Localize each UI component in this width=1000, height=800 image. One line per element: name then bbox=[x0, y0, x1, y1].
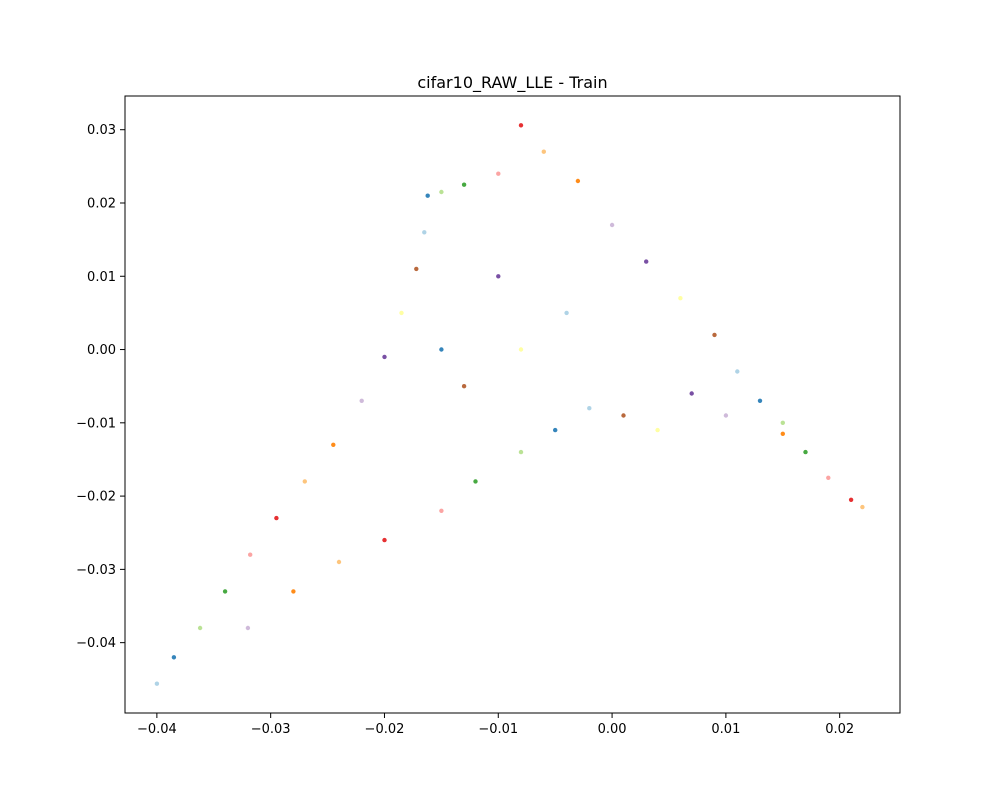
scatter-point bbox=[425, 193, 430, 198]
scatter-point bbox=[541, 149, 546, 154]
scatter-point bbox=[848, 497, 854, 502]
scatter-point bbox=[496, 274, 501, 279]
scatter-point bbox=[564, 310, 569, 316]
scatter-point bbox=[735, 369, 740, 374]
scatter-point bbox=[780, 431, 785, 436]
plot-area-frame bbox=[124, 95, 901, 714]
scatter-point bbox=[860, 504, 865, 510]
scatter-point bbox=[689, 391, 694, 396]
scatter-point bbox=[678, 296, 683, 301]
scatter-point bbox=[302, 479, 307, 484]
y-tick-label: 0.03 bbox=[87, 123, 116, 138]
x-tick-label: −0.01 bbox=[478, 722, 518, 737]
x-tick-label: 0.00 bbox=[598, 722, 627, 737]
scatter-point bbox=[609, 222, 615, 228]
x-tick-label: 0.02 bbox=[825, 722, 854, 737]
scatter-point bbox=[518, 347, 524, 352]
scatter-point bbox=[274, 515, 279, 521]
scatter-point bbox=[780, 420, 785, 425]
scatter-point bbox=[644, 259, 649, 264]
scatter-point bbox=[382, 537, 387, 543]
y-tick-label: −0.04 bbox=[76, 636, 116, 651]
x-axis: −0.04 −0.03 −0.02 −0.01 0.00 0.01 0.02 bbox=[137, 713, 854, 737]
scatter-point bbox=[382, 354, 387, 360]
scatter-point bbox=[171, 655, 177, 660]
scatter-point bbox=[331, 442, 336, 447]
scatter-point bbox=[712, 332, 717, 338]
scatter-point bbox=[655, 427, 660, 433]
scatter-point bbox=[496, 171, 501, 176]
scatter-point bbox=[587, 406, 592, 411]
scatter-point bbox=[291, 589, 296, 594]
y-tick-label: −0.02 bbox=[76, 490, 116, 505]
scatter-point bbox=[757, 398, 763, 403]
scatter-point bbox=[518, 123, 524, 128]
scatter-point bbox=[399, 310, 404, 316]
scatter-point bbox=[359, 398, 364, 403]
scatter-point bbox=[553, 427, 558, 433]
scatter-point bbox=[723, 413, 729, 418]
scatter-point bbox=[439, 508, 444, 513]
scatter-point bbox=[154, 681, 160, 686]
scatter-point bbox=[197, 625, 203, 631]
scatter-point bbox=[461, 384, 467, 389]
scatter-point bbox=[222, 589, 228, 594]
y-tick-label: −0.03 bbox=[76, 563, 116, 578]
scatter-point bbox=[439, 347, 444, 352]
x-tick-label: −0.04 bbox=[137, 722, 177, 737]
y-tick-label: −0.01 bbox=[76, 416, 116, 431]
x-tick-label: −0.03 bbox=[251, 722, 291, 737]
scatter-point bbox=[336, 559, 342, 565]
scatter-point bbox=[621, 413, 626, 418]
scatter-point bbox=[245, 625, 251, 631]
scatter-points bbox=[154, 123, 865, 686]
scatter-point bbox=[803, 449, 808, 455]
scatter-point bbox=[826, 475, 831, 480]
scatter-point bbox=[461, 182, 467, 187]
scatter-point bbox=[473, 479, 478, 484]
scatter-point bbox=[439, 189, 444, 195]
chart-title: cifar10_RAW_LLE - Train bbox=[417, 73, 607, 93]
y-tick-label: 0.00 bbox=[87, 343, 116, 358]
y-axis: −0.04 −0.03 −0.02 −0.01 0.00 0.01 0.02 0.03 bbox=[76, 123, 125, 651]
x-tick-label: −0.02 bbox=[365, 722, 405, 737]
scatter-point bbox=[248, 552, 253, 557]
scatter-point bbox=[518, 449, 524, 455]
scatter-point bbox=[422, 230, 427, 235]
y-tick-label: 0.01 bbox=[87, 270, 116, 285]
scatter-point bbox=[575, 178, 581, 184]
y-tick-label: 0.02 bbox=[87, 196, 116, 211]
x-tick-label: 0.01 bbox=[711, 722, 740, 737]
scatter-point bbox=[414, 266, 419, 272]
